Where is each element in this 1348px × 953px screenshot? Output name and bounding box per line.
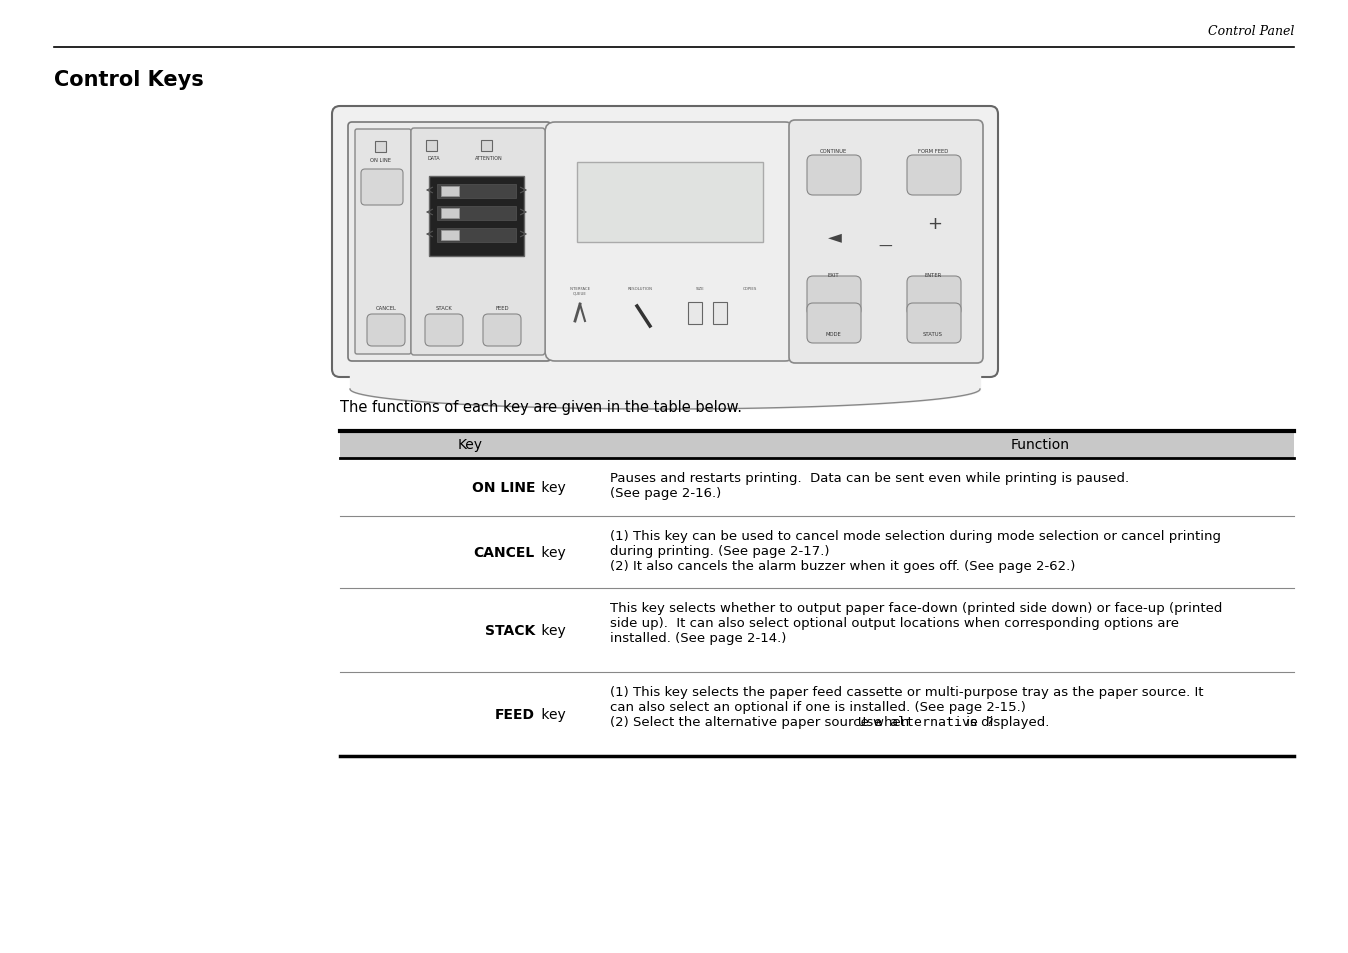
Text: during printing. (See page 2-17.): during printing. (See page 2-17.) <box>611 544 829 558</box>
Bar <box>437 207 516 221</box>
Text: FORM FEED: FORM FEED <box>918 149 948 153</box>
Bar <box>375 142 386 152</box>
Text: key: key <box>537 480 566 495</box>
Text: SIZE: SIZE <box>696 287 705 291</box>
FancyBboxPatch shape <box>348 123 551 361</box>
Text: FEED: FEED <box>495 306 508 311</box>
Text: installed. (See page 2-14.): installed. (See page 2-14.) <box>611 631 786 644</box>
FancyBboxPatch shape <box>361 170 403 206</box>
Text: ENTER: ENTER <box>925 273 942 277</box>
FancyBboxPatch shape <box>411 129 545 355</box>
Text: CONTINUE: CONTINUE <box>820 149 847 153</box>
FancyBboxPatch shape <box>807 156 861 195</box>
Text: (1) This key selects the paper feed cassette or multi-purpose tray as the paper : (1) This key selects the paper feed cass… <box>611 685 1204 699</box>
Text: ON LINE: ON LINE <box>371 158 391 163</box>
FancyBboxPatch shape <box>545 123 795 361</box>
Text: ON LINE: ON LINE <box>472 480 535 495</box>
Text: STACK: STACK <box>435 306 453 311</box>
Bar <box>429 177 524 256</box>
FancyBboxPatch shape <box>483 314 520 347</box>
Text: key: key <box>537 707 566 721</box>
Text: (2) Select the alternative paper source when: (2) Select the alternative paper source … <box>611 716 914 728</box>
FancyBboxPatch shape <box>425 314 462 347</box>
Text: side up).  It can also select optional output locations when corresponding optio: side up). It can also select optional ou… <box>611 617 1180 629</box>
Bar <box>441 231 460 241</box>
FancyBboxPatch shape <box>907 304 961 344</box>
Text: FEED: FEED <box>495 707 535 721</box>
FancyBboxPatch shape <box>367 314 404 347</box>
Text: STACK: STACK <box>485 623 535 638</box>
Text: (2) It also cancels the alarm buzzer when it goes off. (See page 2-62.): (2) It also cancels the alarm buzzer whe… <box>611 559 1076 573</box>
Bar <box>426 141 437 152</box>
Text: EXIT: EXIT <box>828 273 838 277</box>
FancyBboxPatch shape <box>332 107 998 377</box>
Text: (1) This key can be used to cancel mode selection during mode selection or cance: (1) This key can be used to cancel mode … <box>611 530 1221 542</box>
FancyBboxPatch shape <box>807 304 861 344</box>
Bar <box>441 187 460 196</box>
Text: DATA: DATA <box>427 156 441 161</box>
Bar <box>713 303 727 325</box>
Text: CANCEL: CANCEL <box>473 545 535 559</box>
Text: Control Panel: Control Panel <box>1208 25 1294 38</box>
Text: Pauses and restarts printing.  Data can be sent even while printing is paused.: Pauses and restarts printing. Data can b… <box>611 472 1130 484</box>
Bar <box>687 303 702 325</box>
Text: Function: Function <box>1011 438 1069 452</box>
Text: ATTENTION: ATTENTION <box>474 156 503 161</box>
Text: ◄: ◄ <box>828 228 842 246</box>
Text: INTERFACE
QUEUE: INTERFACE QUEUE <box>569 287 590 295</box>
Text: MODE: MODE <box>825 332 841 336</box>
Text: (See page 2-16.): (See page 2-16.) <box>611 486 721 499</box>
Text: The functions of each key are given in the table below.: The functions of each key are given in t… <box>340 399 741 415</box>
Text: Key: Key <box>457 438 483 452</box>
Text: Use alternative ?: Use alternative ? <box>859 716 995 728</box>
Text: —: — <box>878 240 892 253</box>
FancyBboxPatch shape <box>789 121 983 364</box>
Text: This key selects whether to output paper face-down (printed side down) or face-u: This key selects whether to output paper… <box>611 601 1223 615</box>
Text: RESOLUTION: RESOLUTION <box>628 287 652 291</box>
FancyBboxPatch shape <box>907 276 961 316</box>
Bar <box>577 163 763 243</box>
Text: can also select an optional if one is installed. (See page 2-15.): can also select an optional if one is in… <box>611 700 1026 713</box>
Bar <box>437 185 516 199</box>
FancyBboxPatch shape <box>807 276 861 316</box>
Text: key: key <box>537 545 566 559</box>
Text: STATUS: STATUS <box>923 332 944 336</box>
Text: key: key <box>537 623 566 638</box>
Text: CANCEL: CANCEL <box>376 306 396 311</box>
Text: +: + <box>927 214 942 233</box>
Text: COPIES: COPIES <box>743 287 758 291</box>
Text: is displayed.: is displayed. <box>962 716 1050 728</box>
Bar <box>340 432 1294 458</box>
FancyBboxPatch shape <box>907 156 961 195</box>
Text: Control Keys: Control Keys <box>54 70 204 90</box>
Bar <box>441 209 460 219</box>
Bar <box>437 229 516 243</box>
FancyBboxPatch shape <box>355 130 411 355</box>
Bar <box>481 141 492 152</box>
